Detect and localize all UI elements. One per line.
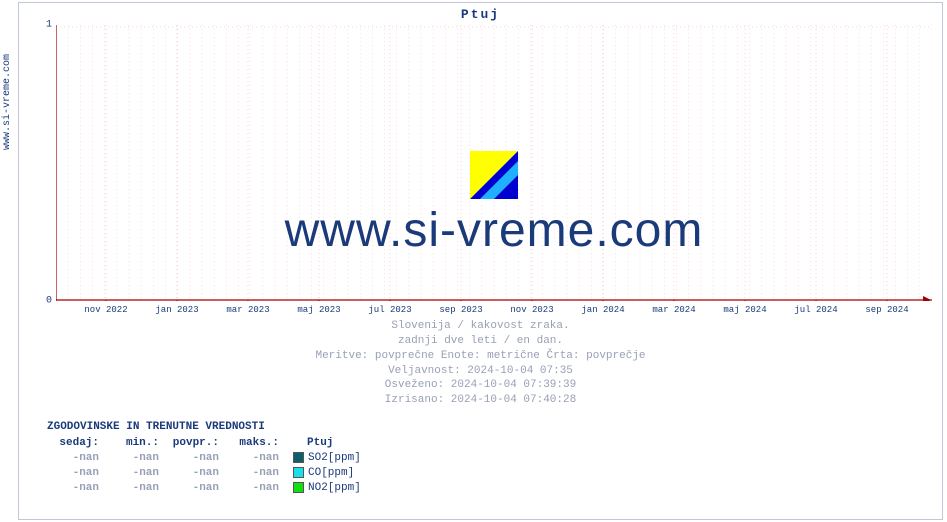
meta-line: Veljavnost: 2024-10-04 07:35 xyxy=(19,364,942,379)
y-tick-label: 1 xyxy=(42,20,52,31)
values-table: ZGODOVINSKE IN TRENUTNE VREDNOSTI sedaj:… xyxy=(47,421,361,495)
meta-line: Meritve: povprečne Enote: metrične Črta:… xyxy=(19,349,942,364)
chart-panel: Ptuj www.si-vreme.com nov 2022 jan 2023 ma… xyxy=(18,2,943,520)
table-column-header: povpr.: xyxy=(167,437,227,449)
table-row: -nan-nan-nan-nanCO[ppm] xyxy=(47,465,361,480)
meta-line: Osveženo: 2024-10-04 07:39:39 xyxy=(19,378,942,393)
table-cell: -nan xyxy=(167,452,227,464)
series-swatch xyxy=(293,467,304,478)
x-tick-label: mar 2024 xyxy=(652,305,695,315)
x-tick-label: nov 2023 xyxy=(510,305,553,315)
meta-line: Izrisano: 2024-10-04 07:40:28 xyxy=(19,393,942,408)
chart-grid xyxy=(56,25,932,301)
table-column-header: sedaj: xyxy=(47,437,107,449)
series-swatch xyxy=(293,482,304,493)
table-cell: -nan xyxy=(227,452,287,464)
table-cell: -nan xyxy=(107,482,167,494)
x-tick-label: maj 2024 xyxy=(723,305,766,315)
chart-title: Ptuj xyxy=(19,7,942,22)
table-location-header: Ptuj xyxy=(307,437,333,449)
x-tick-label: jan 2024 xyxy=(581,305,624,315)
x-tick-label: jul 2024 xyxy=(794,305,837,315)
table-title: ZGODOVINSKE IN TRENUTNE VREDNOSTI xyxy=(47,421,361,433)
table-column-header: min.: xyxy=(107,437,167,449)
table-column-header: maks.: xyxy=(227,437,287,449)
side-source-label: www.si-vreme.com xyxy=(2,54,13,150)
x-tick-label: maj 2023 xyxy=(297,305,340,315)
table-cell: -nan xyxy=(107,467,167,479)
series-swatch xyxy=(293,452,304,463)
table-cell: -nan xyxy=(47,452,107,464)
meta-line: zadnji dve leti / en dan. xyxy=(19,334,942,349)
plot-area: www.si-vreme.com xyxy=(56,25,932,301)
x-tick-label: sep 2024 xyxy=(865,305,908,315)
y-tick-label: 0 xyxy=(42,296,52,307)
series-label: SO2[ppm] xyxy=(308,452,361,464)
x-tick-label: jul 2023 xyxy=(368,305,411,315)
series-label: NO2[ppm] xyxy=(308,482,361,494)
table-row: -nan-nan-nan-nanSO2[ppm] xyxy=(47,450,361,465)
x-tick-label: jan 2023 xyxy=(155,305,198,315)
table-cell: -nan xyxy=(167,482,227,494)
series-label: CO[ppm] xyxy=(308,467,354,479)
meta-line: Slovenija / kakovost zraka. xyxy=(19,319,942,334)
chart-metadata: Slovenija / kakovost zraka. zadnji dve l… xyxy=(19,319,942,408)
table-row: -nan-nan-nan-nanNO2[ppm] xyxy=(47,480,361,495)
x-tick-label: nov 2022 xyxy=(84,305,127,315)
table-header-row: sedaj:min.:povpr.:maks.: Ptuj xyxy=(47,435,361,450)
table-cell: -nan xyxy=(107,452,167,464)
table-cell: -nan xyxy=(47,467,107,479)
x-tick-label: sep 2023 xyxy=(439,305,482,315)
table-cell: -nan xyxy=(227,467,287,479)
table-cell: -nan xyxy=(227,482,287,494)
table-cell: -nan xyxy=(167,467,227,479)
x-tick-label: mar 2023 xyxy=(226,305,269,315)
table-cell: -nan xyxy=(47,482,107,494)
